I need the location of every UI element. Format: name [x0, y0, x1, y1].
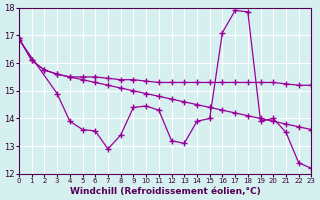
X-axis label: Windchill (Refroidissement éolien,°C): Windchill (Refroidissement éolien,°C): [70, 187, 260, 196]
